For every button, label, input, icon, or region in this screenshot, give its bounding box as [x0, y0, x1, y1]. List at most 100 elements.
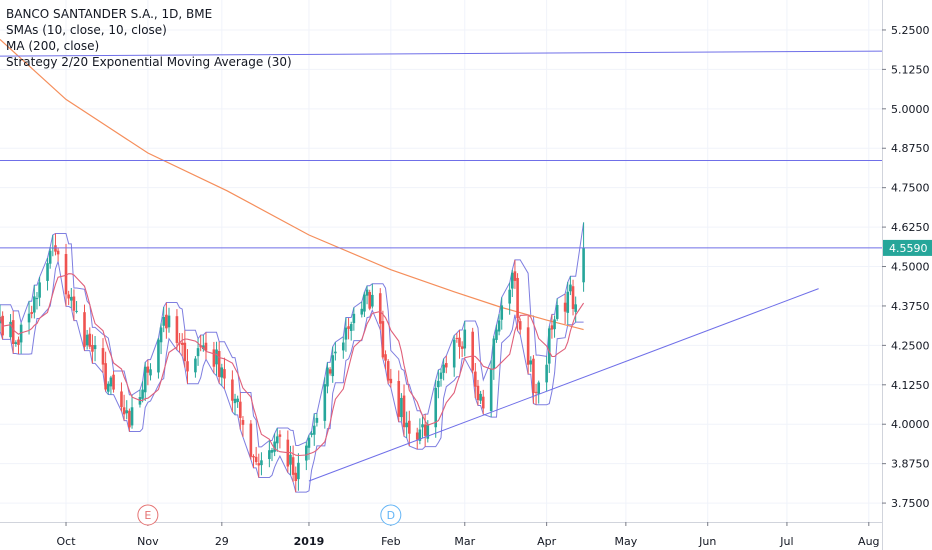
candle[interactable] [88, 327, 92, 350]
candle[interactable] [386, 359, 390, 384]
candle[interactable] [415, 427, 419, 450]
candle[interactable] [38, 276, 41, 307]
candle[interactable] [497, 314, 501, 336]
candle[interactable] [474, 363, 477, 398]
candle[interactable] [402, 384, 406, 437]
candle[interactable] [326, 362, 329, 394]
candle[interactable] [236, 395, 239, 408]
legend-strategy[interactable]: Strategy 2/20 Exponential Moving Average… [6, 55, 292, 69]
candle[interactable] [67, 290, 70, 305]
candle[interactable] [405, 411, 408, 438]
candle[interactable] [550, 314, 554, 339]
candle[interactable] [9, 314, 12, 340]
candle[interactable] [106, 381, 110, 395]
candle[interactable] [547, 326, 551, 373]
candle[interactable] [270, 447, 274, 462]
candle[interactable] [175, 309, 179, 350]
candle[interactable] [510, 269, 514, 298]
candle[interactable] [260, 452, 263, 476]
candle[interactable] [220, 363, 224, 386]
candle[interactable] [143, 362, 147, 401]
candle[interactable] [460, 341, 464, 358]
candle[interactable] [257, 453, 261, 478]
candle[interactable] [204, 332, 208, 360]
candle[interactable] [278, 430, 282, 449]
candle[interactable] [125, 400, 129, 420]
candle[interactable] [526, 315, 530, 375]
candle[interactable] [434, 379, 438, 438]
candle[interactable] [275, 427, 279, 452]
candle[interactable] [323, 377, 327, 429]
candle[interactable] [532, 355, 535, 404]
candle[interactable] [513, 259, 517, 289]
candle[interactable] [553, 315, 556, 338]
candle[interactable] [569, 276, 572, 296]
candle[interactable] [202, 334, 205, 352]
candle[interactable] [56, 247, 60, 262]
candle[interactable] [109, 375, 113, 395]
candle[interactable] [529, 356, 533, 372]
candle[interactable] [384, 350, 387, 370]
event-marker[interactable]: E [137, 504, 159, 526]
candle[interactable] [14, 340, 18, 347]
candle[interactable] [294, 466, 298, 493]
candle[interactable] [239, 392, 242, 430]
event-marker[interactable]: D [380, 504, 402, 526]
candle[interactable] [91, 334, 94, 364]
candle[interactable] [418, 418, 422, 445]
candle[interactable] [233, 393, 237, 415]
candle[interactable] [310, 431, 313, 438]
candle[interactable] [273, 433, 276, 457]
candle[interactable] [455, 333, 459, 343]
candle[interactable] [344, 317, 348, 352]
candle[interactable] [378, 288, 382, 330]
candle[interactable] [199, 335, 202, 352]
candle[interactable] [297, 453, 300, 491]
candle[interactable] [452, 335, 456, 377]
candle[interactable] [268, 440, 271, 468]
candle[interactable] [54, 233, 57, 256]
candle[interactable] [101, 338, 105, 373]
candle[interactable] [27, 301, 31, 335]
candle[interactable] [518, 318, 522, 335]
candle[interactable] [291, 445, 295, 482]
candle[interactable] [492, 335, 496, 380]
candle[interactable] [495, 324, 498, 343]
candle[interactable] [223, 357, 226, 390]
candle[interactable] [421, 415, 424, 438]
candle[interactable] [19, 322, 23, 354]
candle[interactable] [479, 390, 482, 405]
candle[interactable] [305, 441, 308, 471]
candle[interactable] [347, 318, 350, 340]
candle[interactable] [128, 408, 131, 432]
candle[interactable] [183, 330, 187, 368]
candle[interactable] [130, 394, 134, 429]
candle[interactable] [33, 285, 36, 319]
candle[interactable] [463, 321, 467, 357]
candle[interactable] [48, 246, 52, 269]
candle[interactable] [408, 410, 411, 446]
candle[interactable] [381, 310, 385, 360]
candle[interactable] [537, 380, 541, 404]
trend-line[interactable] [308, 288, 819, 482]
candle[interactable] [30, 305, 33, 319]
candle[interactable] [312, 413, 316, 446]
candle[interactable] [69, 287, 73, 308]
candle[interactable] [582, 222, 585, 292]
candle[interactable] [75, 301, 78, 314]
candle[interactable] [566, 281, 570, 325]
candle[interactable] [476, 379, 480, 406]
candle[interactable] [138, 389, 142, 408]
candle[interactable] [545, 356, 548, 392]
candle[interactable] [437, 369, 440, 399]
candle[interactable] [122, 394, 126, 421]
candle[interactable] [368, 289, 372, 311]
candle[interactable] [439, 368, 443, 387]
candle[interactable] [85, 329, 89, 350]
horizontal-line[interactable] [0, 50, 883, 57]
candle[interactable] [157, 338, 160, 379]
candle[interactable] [149, 363, 152, 381]
candle[interactable] [194, 356, 197, 378]
candle[interactable] [360, 301, 364, 318]
